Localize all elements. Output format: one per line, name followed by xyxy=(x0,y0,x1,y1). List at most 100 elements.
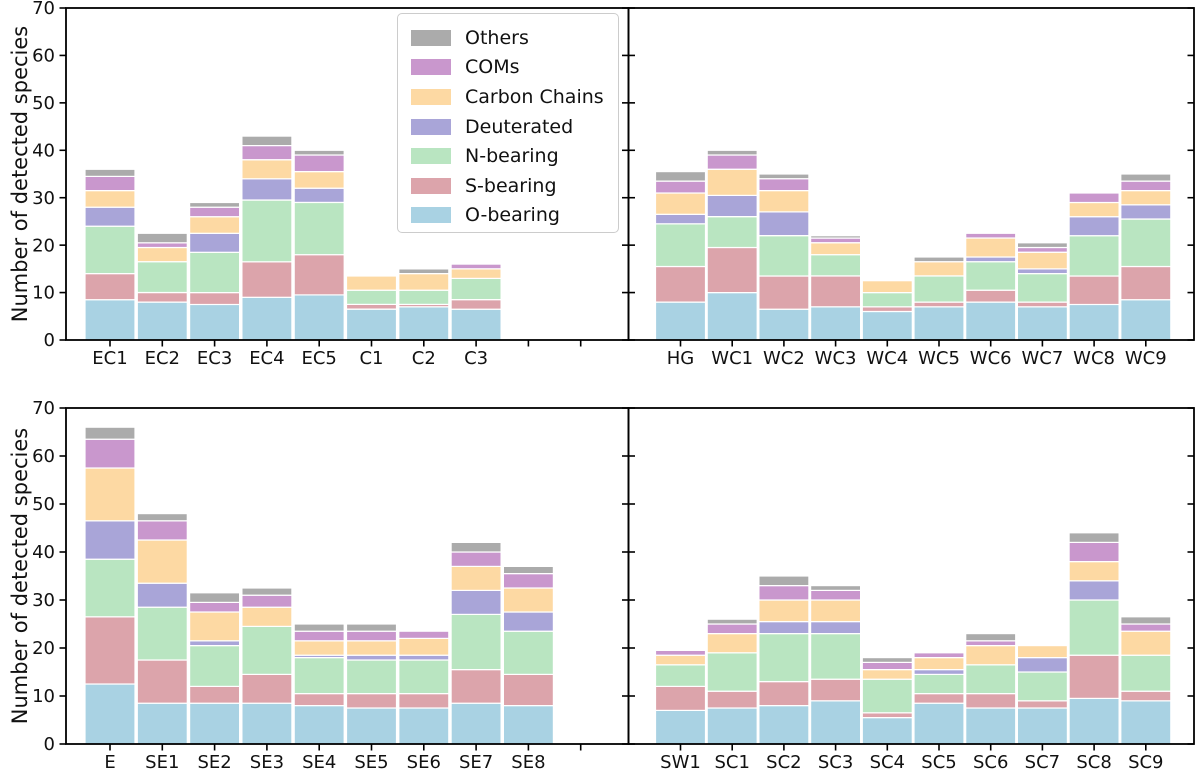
s-bearing-swatch xyxy=(411,177,451,194)
bar-segment-SC8-o-bearing xyxy=(1068,697,1120,745)
bar-segment-SW1-o-bearing xyxy=(654,709,707,745)
x-tick-label-EC1: EC1 xyxy=(92,348,127,369)
bar-segment-SC5-o-bearing xyxy=(913,702,965,745)
x-tick-label-WC5: WC5 xyxy=(918,348,960,369)
bar-segment-SC6-o-bearing xyxy=(965,707,1017,745)
bar-segment-SC6-coms xyxy=(965,640,1017,647)
bar-segment-WC1-s-bearing xyxy=(706,246,758,294)
bar-segment-SE7-deuterated xyxy=(450,589,502,616)
legend-label-coms: COMs xyxy=(465,56,520,79)
x-tick-label-EC3: EC3 xyxy=(197,348,232,369)
bar-segment-C2-others xyxy=(398,268,450,275)
bar-segment-WC8-coms xyxy=(1068,192,1120,204)
bar-segment-SE4-coms xyxy=(293,630,345,642)
bar-segment-E-carbon-chains xyxy=(84,467,136,522)
bar-segment-SC5-carbon-chains xyxy=(913,656,965,671)
y-tick-label-50: 50 xyxy=(32,93,55,114)
bar-segment-E-deuterated xyxy=(84,520,136,560)
bar-segment-C1-o-bearing xyxy=(345,308,398,341)
bar-segment-SW1-coms xyxy=(654,649,707,656)
bar-segment-SE3-others xyxy=(241,587,293,596)
bar-segment-SE7-n-bearing xyxy=(450,613,502,671)
o-bearing-swatch xyxy=(411,207,451,224)
bar-segment-EC5-others xyxy=(293,149,345,156)
bar-segment-SE8-deuterated xyxy=(502,611,554,632)
bar-segment-EC4-o-bearing xyxy=(241,296,293,341)
bar-segment-SC2-carbon-chains xyxy=(758,599,810,623)
legend-row-carbon-chains: Carbon Chains xyxy=(411,82,618,112)
bar-segment-E-o-bearing xyxy=(84,683,136,745)
bar-segment-C1-carbon-chains xyxy=(345,275,398,291)
panel-border-top-right xyxy=(627,7,1195,341)
legend-label-s-bearing: S-bearing xyxy=(465,174,557,197)
x-tick-label-SE8: SE8 xyxy=(511,752,545,773)
bar-segment-WC2-others xyxy=(758,173,810,180)
n-bearing-swatch xyxy=(411,148,451,165)
x-tick-label-WC3: WC3 xyxy=(815,348,857,369)
bar-segment-WC2-s-bearing xyxy=(758,275,810,310)
bar-segment-EC3-o-bearing xyxy=(189,303,241,341)
bar-segment-EC4-others xyxy=(241,135,293,147)
bar-segment-EC1-deuterated xyxy=(84,206,136,227)
bar-segment-WC9-others xyxy=(1120,173,1172,182)
bar-segment-C3-n-bearing xyxy=(450,277,502,301)
bar-segment-SE7-o-bearing xyxy=(450,702,502,745)
x-tick-label-SC8: SC8 xyxy=(1076,752,1111,773)
x-tick-label-SC5: SC5 xyxy=(921,752,956,773)
bar-segment-EC4-deuterated xyxy=(241,178,293,201)
bar-segment-SE5-others xyxy=(345,623,398,632)
x-tick-label-SE4: SE4 xyxy=(302,752,336,773)
bar-segment-SW1-carbon-chains xyxy=(654,654,707,666)
bar-segment-SC4-carbon-chains xyxy=(861,668,913,680)
x-tick-label-HG: HG xyxy=(667,348,694,369)
bar-segment-EC1-s-bearing xyxy=(84,273,136,301)
bar-segment-SC1-n-bearing xyxy=(706,652,758,692)
bar-segment-SC2-deuterated xyxy=(758,620,810,635)
x-tick-label-WC8: WC8 xyxy=(1073,348,1115,369)
bar-segment-WC2-coms xyxy=(758,178,810,192)
bar-segment-SE8-o-bearing xyxy=(502,704,554,745)
y-tick-label-20: 20 xyxy=(32,638,55,659)
bar-segment-SC7-o-bearing xyxy=(1016,707,1069,745)
bar-segment-SC7-s-bearing xyxy=(1016,700,1069,709)
y-tick-label-60: 60 xyxy=(32,446,55,467)
bar-segment-SE6-deuterated xyxy=(398,654,450,661)
bar-segment-SE1-carbon-chains xyxy=(136,539,188,584)
bar-segment-SC1-carbon-chains xyxy=(706,632,758,654)
bar-segment-WC9-n-bearing xyxy=(1120,218,1172,268)
bar-segment-SE7-coms xyxy=(450,551,502,567)
bar-segment-WC2-o-bearing xyxy=(758,308,810,341)
bar-segment-SE5-coms xyxy=(345,630,398,642)
bar-segment-WC3-n-bearing xyxy=(809,254,862,277)
bar-segment-C2-n-bearing xyxy=(398,289,450,306)
x-tick-label-E: E xyxy=(104,752,115,773)
bar-segment-SE3-s-bearing xyxy=(241,673,293,704)
x-tick-label-SC6: SC6 xyxy=(973,752,1008,773)
carbon-chains-swatch xyxy=(411,88,451,105)
bar-segment-SC3-others xyxy=(809,584,862,591)
bar-segment-EC2-others xyxy=(136,232,188,244)
bar-segment-EC3-coms xyxy=(189,206,241,218)
bar-segment-WC1-n-bearing xyxy=(706,216,758,249)
bar-segment-SE6-carbon-chains xyxy=(398,637,450,656)
bar-segment-SC9-carbon-chains xyxy=(1120,630,1172,656)
bar-segment-EC5-n-bearing xyxy=(293,201,345,256)
bar-segment-E-others xyxy=(84,426,136,440)
y-tick-label-30: 30 xyxy=(32,188,55,209)
bar-segment-SE8-carbon-chains xyxy=(502,587,554,613)
bar-segment-WC1-o-bearing xyxy=(706,292,758,341)
bar-segment-EC5-s-bearing xyxy=(293,254,345,296)
bar-segment-WC6-o-bearing xyxy=(965,301,1017,341)
panel-border-bottom-right xyxy=(627,407,1195,745)
bar-segment-EC1-others xyxy=(84,168,136,178)
bar-segment-WC7-others xyxy=(1016,242,1069,249)
bar-segment-SE2-n-bearing xyxy=(189,644,241,687)
bar-segment-SC1-others xyxy=(706,618,758,625)
x-tick-label-C3: C3 xyxy=(464,348,488,369)
bar-segment-WC3-carbon-chains xyxy=(809,242,862,256)
x-tick-label-SE2: SE2 xyxy=(197,752,231,773)
bar-segment-WC8-deuterated xyxy=(1068,216,1120,237)
bar-segment-SE4-n-bearing xyxy=(293,656,345,695)
